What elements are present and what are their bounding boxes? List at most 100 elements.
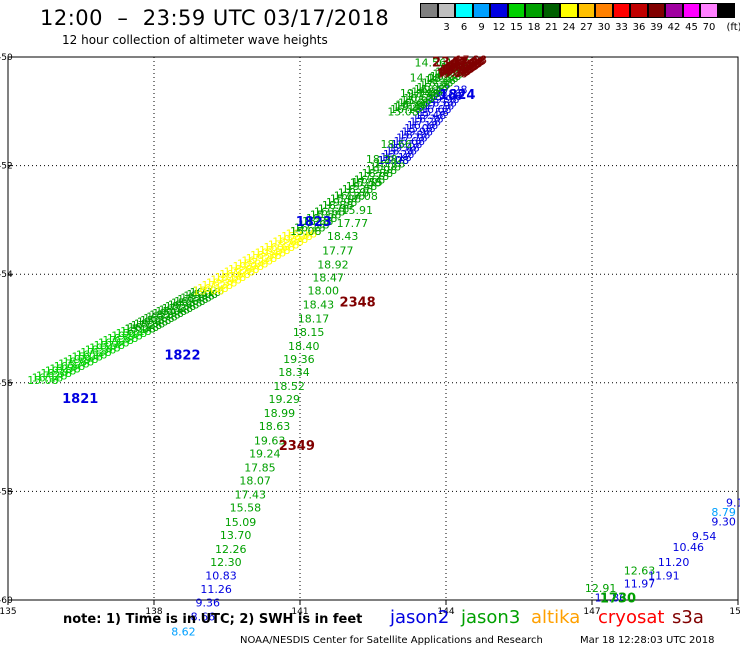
data-point: 15.58 (230, 502, 262, 515)
track-mark: 19.98 (438, 63, 470, 76)
legend-label: 39 (650, 22, 663, 33)
track-mark: 18.38 (342, 183, 374, 196)
track-mark: 15.58 (94, 339, 126, 352)
track-mark: 15.08 (436, 67, 468, 80)
track-mark: 19.48 (168, 298, 200, 311)
track-mark: 17.78 (451, 57, 483, 70)
track-mark: 16.18 (455, 54, 487, 67)
track-mark: 19.98 (111, 330, 143, 343)
legend-swatch (437, 3, 455, 18)
track-mark: 17.28 (393, 101, 425, 114)
legend-swatch (472, 3, 490, 18)
track-mark: 15.08 (290, 225, 322, 238)
data-point: 15.09 (225, 516, 257, 529)
data-point: 18.28 (366, 153, 398, 166)
track-mark: 17.78 (102, 334, 134, 347)
track-mark: 19.48 (89, 341, 121, 354)
legend-label: 33 (615, 22, 628, 33)
track-mark: 18.38 (395, 99, 427, 112)
data-point: 18.63 (259, 420, 291, 433)
track-mark: 16.18 (294, 222, 326, 235)
legend-label: 30 (597, 22, 611, 33)
data-point: 12.30 (210, 556, 242, 569)
track-mark: 17.78 (146, 310, 178, 323)
legend-label: 36 (632, 22, 646, 33)
track-mark: 15.08 (330, 193, 362, 206)
track-mark: 19.98 (152, 307, 184, 320)
track-mark: 16.18 (241, 255, 272, 268)
data-point: 19.29 (269, 393, 301, 406)
credit-line: NOAA/NESDIS Center for Satellite Applica… (240, 635, 543, 646)
track-mark: 18.38 (302, 215, 334, 228)
legend-swatch (595, 3, 613, 18)
x-tick-label: 138 (145, 607, 162, 617)
track-mark: 18.88 (362, 167, 394, 180)
track-mark: 15.58 (215, 271, 247, 284)
track-mark: 18.88 (409, 88, 441, 101)
data-point: 18.17 (298, 313, 330, 326)
track-mark: 16.18 (76, 348, 108, 361)
data-point: 9.54 (692, 530, 717, 543)
track-mark: 18.88 (149, 309, 181, 322)
time-label: 2348 (340, 295, 376, 310)
track-mark: 16.68 (98, 337, 130, 350)
data-point: 17.77 (337, 217, 369, 230)
track-mark: 15.58 (350, 177, 382, 190)
track-mark: 19.98 (444, 62, 476, 75)
track-mark: 19.98 (232, 260, 264, 273)
track-mark: 16.68 (394, 135, 426, 148)
track-mark: 17.78 (177, 293, 209, 306)
track-mark: 17.78 (268, 238, 300, 251)
legend-swatch (700, 3, 718, 18)
data-point: 17.77 (322, 244, 354, 257)
track-mark: 15.08 (454, 55, 486, 68)
track-mark: 16.68 (263, 241, 295, 254)
track-mark: 15.08 (387, 105, 419, 118)
track-mark: 18.38 (134, 317, 166, 330)
track-mark: 15.08 (281, 230, 313, 243)
y-tick-label: -60 (0, 596, 13, 606)
timestamp: Mar 18 12:28:03 UTC 2018 (580, 635, 715, 646)
track-mark: 17.28 (436, 84, 468, 97)
legend-label: 18 (527, 22, 541, 33)
legend-label: 27 (580, 22, 593, 33)
data-point: 18.43 (303, 299, 335, 312)
track-mark: 19.48 (440, 65, 472, 78)
track-mark: 17.78 (358, 170, 390, 183)
time-label: 2347 (432, 55, 468, 70)
legend-swatch (717, 3, 735, 18)
track-mark: 16.68 (314, 206, 346, 219)
data-point: 14.08 (410, 72, 442, 85)
legend-swatch (577, 3, 595, 18)
track-mark: 16.18 (433, 87, 465, 100)
data-point: 19.24 (249, 447, 280, 460)
track-mark: 19.48 (255, 246, 287, 259)
track-mark: 19.98 (366, 164, 398, 177)
legend-label: 12 (492, 22, 506, 33)
track-mark: 18.88 (272, 236, 304, 249)
track-mark: 16.18 (374, 157, 406, 170)
track-mark: 18.38 (85, 344, 117, 357)
track-mark: 16.18 (443, 59, 475, 72)
legend-swatch (490, 3, 508, 18)
legend-label: 21 (545, 22, 558, 33)
data-point: 10.46 (672, 541, 704, 554)
satellite-label-s3a: s3a (672, 607, 704, 628)
track-mark: 16.68 (219, 268, 251, 281)
data-point: 10.83 (205, 570, 237, 583)
x-tick-label: 135 (0, 607, 17, 617)
data-point: 19.74 (400, 87, 432, 100)
track-mark: 15.08 (237, 257, 269, 270)
track-mark: 17.28 (383, 148, 415, 161)
data-point: 11.97 (624, 578, 656, 591)
data-point: 12.63 (624, 565, 656, 578)
track-mark: 15.58 (417, 106, 449, 119)
legend-label: 70 (702, 22, 716, 33)
track-mark: 17.78 (224, 265, 256, 278)
track-mark: 16.18 (32, 372, 64, 385)
track-mark: 18.38 (412, 112, 444, 125)
track-mark: 15.58 (171, 297, 203, 310)
track-mark: 16.18 (446, 61, 478, 74)
x-tick-label: 147 (583, 607, 600, 617)
